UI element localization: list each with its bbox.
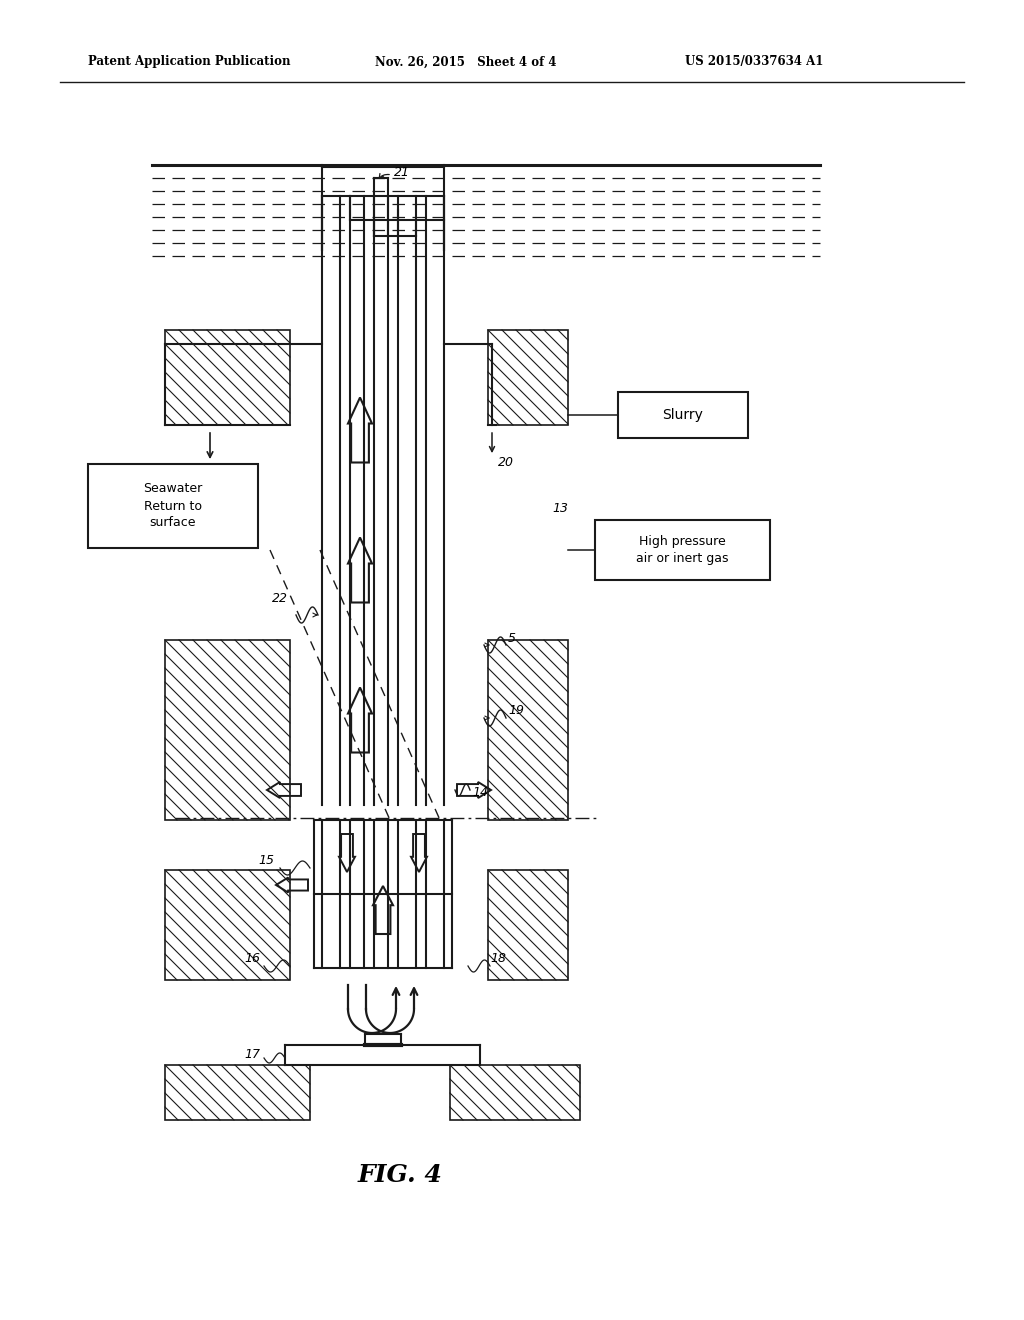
- Bar: [165, 1065, 310, 1119]
- Text: 5: 5: [508, 631, 516, 644]
- Bar: [488, 640, 568, 820]
- FancyBboxPatch shape: [618, 392, 748, 438]
- Bar: [488, 330, 568, 425]
- Text: Nov. 26, 2015   Sheet 4 of 4: Nov. 26, 2015 Sheet 4 of 4: [375, 55, 556, 69]
- Text: US 2015/0337634 A1: US 2015/0337634 A1: [685, 55, 823, 69]
- Text: 16: 16: [244, 952, 260, 965]
- FancyBboxPatch shape: [88, 465, 258, 548]
- Bar: [165, 640, 290, 820]
- Text: 19: 19: [508, 704, 524, 717]
- Text: FIG. 4: FIG. 4: [357, 1163, 442, 1187]
- Bar: [165, 870, 290, 979]
- Bar: [165, 330, 290, 425]
- Text: 21: 21: [394, 165, 410, 178]
- Text: 18: 18: [490, 952, 506, 965]
- Text: 14: 14: [472, 787, 488, 800]
- Text: 15: 15: [258, 854, 274, 866]
- Text: High pressure
air or inert gas: High pressure air or inert gas: [636, 535, 728, 565]
- Text: 20: 20: [498, 455, 514, 469]
- Text: Slurry: Slurry: [663, 408, 703, 422]
- Text: Patent Application Publication: Patent Application Publication: [88, 55, 291, 69]
- Bar: [450, 1065, 580, 1119]
- Text: 17: 17: [244, 1048, 260, 1061]
- Text: 13: 13: [552, 502, 568, 515]
- Text: 22: 22: [272, 591, 288, 605]
- FancyBboxPatch shape: [595, 520, 770, 579]
- Text: Seawater
Return to
surface: Seawater Return to surface: [143, 483, 203, 529]
- Bar: [488, 870, 568, 979]
